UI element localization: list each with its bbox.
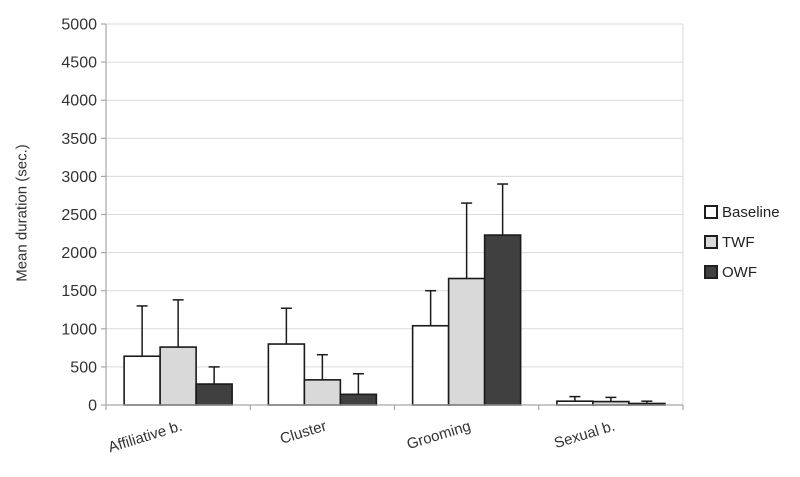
bar-owf-3 <box>483 234 522 406</box>
legend-label-baseline: Baseline <box>722 203 780 221</box>
y-tick-label: 2500 <box>61 207 97 224</box>
legend: Baseline TWF OWF <box>704 203 780 293</box>
y-tick-label: 4000 <box>61 93 97 110</box>
y-tick-label: 3500 <box>61 131 97 148</box>
y-tick-label: 4500 <box>61 55 97 72</box>
legend-item-twf: TWF <box>704 233 780 251</box>
bar-baseline-1 <box>123 355 161 406</box>
baseline-swatch-icon <box>704 205 718 219</box>
y-tick-label: 2000 <box>61 245 97 262</box>
x-category-label-4: Sexual b. <box>552 418 617 453</box>
bar-twf-1 <box>159 346 197 406</box>
y-tick-label: 500 <box>70 359 97 376</box>
y-tick-label: 1500 <box>61 283 97 300</box>
bar-twf-2 <box>303 379 342 406</box>
legend-item-baseline: Baseline <box>704 203 780 221</box>
owf-swatch-icon <box>704 265 718 279</box>
bar-baseline-2 <box>267 343 306 406</box>
bar-baseline-3 <box>411 324 450 406</box>
legend-item-owf: OWF <box>704 263 780 281</box>
x-category-label-1: Affiliative b. <box>106 418 184 457</box>
bar-owf-1 <box>195 383 233 406</box>
x-category-label-2: Cluster <box>278 418 328 448</box>
y-tick-label: 3000 <box>61 169 97 186</box>
bar-owf-2 <box>339 393 378 406</box>
bar-twf-3 <box>447 277 486 406</box>
y-tick-label: 0 <box>88 398 97 415</box>
x-category-label-3: Grooming <box>405 418 473 454</box>
y-tick-label: 1000 <box>61 321 97 338</box>
legend-label-twf: TWF <box>722 233 755 251</box>
legend-label-owf: OWF <box>722 263 757 281</box>
y-axis-title: Mean duration (sec.) <box>13 144 31 282</box>
y-tick-label: 5000 <box>61 17 97 34</box>
twf-swatch-icon <box>704 235 718 249</box>
